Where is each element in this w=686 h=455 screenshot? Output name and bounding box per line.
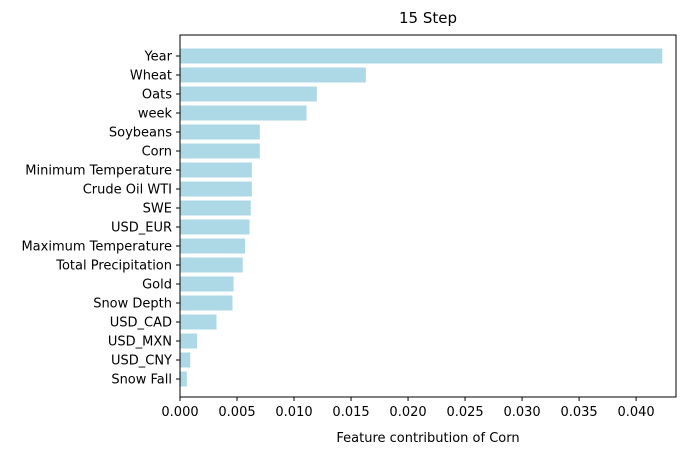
y-tick-label: Corn bbox=[142, 145, 172, 160]
y-tick-label: Maximum Temperature bbox=[21, 240, 172, 255]
y-tick-label: Year bbox=[143, 50, 172, 65]
x-tick-label: 0.015 bbox=[332, 405, 369, 420]
y-tick-label: Total Precipitation bbox=[55, 259, 172, 274]
bar-snow-fall bbox=[180, 371, 187, 387]
y-tick-label: week bbox=[138, 107, 173, 122]
bar-oats bbox=[180, 86, 317, 102]
bar-soybeans bbox=[180, 124, 260, 140]
bar-usd-mxn bbox=[180, 333, 198, 349]
x-tick-label: 0.020 bbox=[389, 405, 426, 420]
bar-week bbox=[180, 105, 307, 121]
bar-minimum-temperature bbox=[180, 162, 252, 178]
y-tick-label: Minimum Temperature bbox=[25, 164, 172, 179]
y-tick-label: Wheat bbox=[130, 69, 172, 84]
bar-crude-oil-wti bbox=[180, 181, 252, 197]
bars-layer bbox=[180, 48, 663, 387]
x-tick-label: 0.035 bbox=[560, 405, 597, 420]
x-tick-label: 0.000 bbox=[161, 405, 198, 420]
bar-total-precipitation bbox=[180, 257, 243, 273]
bar-corn bbox=[180, 143, 260, 159]
bar-usd-eur bbox=[180, 219, 250, 235]
y-tick-label: Crude Oil WTI bbox=[83, 183, 172, 198]
bar-maximum-temperature bbox=[180, 238, 245, 254]
y-tick-label: USD_CAD bbox=[110, 316, 172, 331]
y-tick-label: Oats bbox=[142, 88, 172, 103]
bar-usd-cny bbox=[180, 352, 191, 368]
y-tick-label: SWE bbox=[143, 202, 172, 217]
x-tick-label: 0.010 bbox=[275, 405, 312, 420]
x-axis-label: Feature contribution of Corn bbox=[336, 431, 519, 446]
y-axis-labels: Year Wheat Oats week Soybeans Corn Minimum Tem… bbox=[21, 50, 180, 388]
x-tick-label: 0.005 bbox=[218, 405, 255, 420]
bar-year bbox=[180, 48, 663, 64]
x-axis-ticks: 0.000 0.005 0.010 0.015 0.020 0.025 0.030 0.035… bbox=[161, 397, 655, 420]
x-tick-label: 0.025 bbox=[446, 405, 483, 420]
plot-frame bbox=[179, 34, 677, 398]
y-tick-label: Gold bbox=[142, 278, 172, 293]
y-tick-label: Snow Depth bbox=[93, 297, 172, 312]
y-tick-label: USD_EUR bbox=[111, 221, 172, 236]
chart-title: 15 Step bbox=[399, 9, 457, 27]
y-tick-label: Snow Fall bbox=[111, 373, 172, 388]
bar-wheat bbox=[180, 67, 366, 83]
bar-usd-cad bbox=[180, 314, 217, 330]
y-tick-label: USD_MXN bbox=[108, 335, 172, 350]
bar-gold bbox=[180, 276, 234, 292]
bar-snow-depth bbox=[180, 295, 233, 311]
x-tick-label: 0.030 bbox=[503, 405, 540, 420]
bar-swe bbox=[180, 200, 251, 216]
x-tick-label: 0.040 bbox=[617, 405, 654, 420]
y-tick-label: Soybeans bbox=[109, 126, 172, 141]
y-tick-label: USD_CNY bbox=[111, 354, 172, 369]
